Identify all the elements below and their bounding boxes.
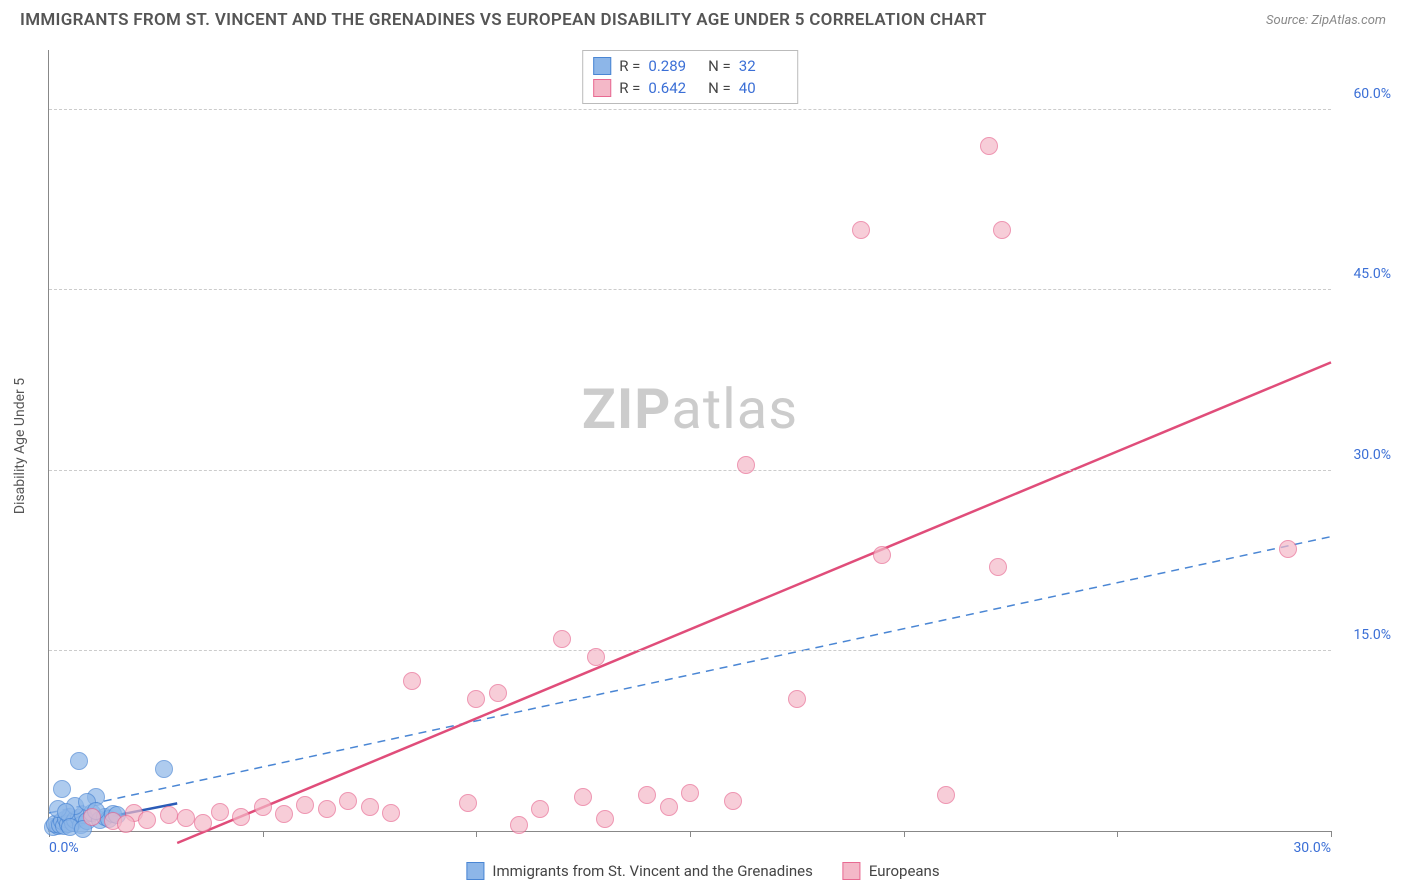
chart-source: Source: ZipAtlas.com — [1266, 13, 1386, 28]
stat-label: R = — [619, 57, 640, 75]
data-point — [339, 792, 357, 810]
data-point — [1279, 540, 1297, 558]
data-point — [138, 811, 156, 829]
data-point — [596, 810, 614, 828]
data-point — [296, 796, 314, 814]
chart-title: IMMIGRANTS FROM ST. VINCENT AND THE GREN… — [20, 10, 987, 30]
data-point — [403, 672, 421, 690]
data-point — [989, 558, 1007, 576]
data-point — [510, 816, 528, 834]
chart-header: IMMIGRANTS FROM ST. VINCENT AND THE GREN… — [0, 0, 1406, 35]
legend-item: Europeans — [843, 862, 940, 880]
x-tick — [263, 831, 264, 837]
data-point — [993, 221, 1011, 239]
data-point — [160, 806, 178, 824]
stat-n-value: 32 — [739, 57, 787, 75]
y-tick-label: 30.0% — [1353, 447, 1391, 463]
data-point — [737, 456, 755, 474]
data-point — [177, 809, 195, 827]
stat-label: R = — [619, 79, 640, 97]
data-point — [467, 690, 485, 708]
chart-container: ZIPatlas R =0.289 N =32R =0.642 N =40 15… — [48, 50, 1331, 832]
stat-r-value: 0.642 — [648, 79, 696, 97]
data-point — [254, 798, 272, 816]
stat-n-value: 40 — [739, 79, 787, 97]
legend-label: Immigrants from St. Vincent and the Gren… — [492, 862, 812, 880]
stat-r-value: 0.289 — [648, 57, 696, 75]
data-point — [638, 786, 656, 804]
data-point — [788, 690, 806, 708]
data-point — [531, 800, 549, 818]
legend-swatch — [593, 57, 611, 75]
gridline — [49, 470, 1331, 471]
data-point — [318, 800, 336, 818]
stats-legend: R = 0.289 N = 32 R = 0.642 N = 40 — [582, 50, 798, 104]
data-point — [117, 815, 135, 833]
gridline — [49, 289, 1331, 290]
data-point — [873, 546, 891, 564]
data-point — [275, 805, 293, 823]
data-point — [724, 792, 742, 810]
legend-swatch — [466, 862, 484, 880]
x-tick — [476, 831, 477, 837]
data-point — [489, 684, 507, 702]
plot-area: ZIPatlas R =0.289 N =32R =0.642 N =40 15… — [48, 50, 1331, 832]
data-point — [382, 804, 400, 822]
data-point — [70, 752, 88, 770]
data-point — [83, 808, 101, 826]
data-point — [194, 814, 212, 832]
data-point — [681, 784, 699, 802]
trend-lines — [49, 50, 1331, 831]
data-point — [587, 648, 605, 666]
legend-swatch — [843, 862, 861, 880]
data-point — [211, 803, 229, 821]
x-tick — [1331, 831, 1332, 837]
x-tick — [690, 831, 691, 837]
bottom-legend: Immigrants from St. Vincent and the Gren… — [466, 862, 939, 880]
x-tick — [1117, 831, 1118, 837]
legend-label: Europeans — [869, 862, 940, 880]
watermark: ZIPatlas — [582, 376, 798, 442]
data-point — [660, 798, 678, 816]
legend-swatch — [593, 79, 611, 97]
legend-item: Immigrants from St. Vincent and the Gren… — [466, 862, 812, 880]
data-point — [852, 221, 870, 239]
x-tick-label: 30.0% — [1293, 840, 1331, 856]
data-point — [361, 798, 379, 816]
x-tick — [904, 831, 905, 837]
data-point — [937, 786, 955, 804]
data-point — [155, 760, 173, 778]
data-point — [980, 137, 998, 155]
stats-legend-row: R = 0.642 N = 40 — [593, 77, 787, 99]
y-axis-title: Disability Age Under 5 — [12, 378, 28, 514]
gridline — [49, 650, 1331, 651]
stats-legend-row: R = 0.289 N = 32 — [593, 55, 787, 77]
x-tick-label: 0.0% — [49, 840, 79, 856]
gridline — [49, 109, 1331, 110]
data-point — [553, 630, 571, 648]
data-point — [232, 808, 250, 826]
y-tick-label: 60.0% — [1353, 86, 1391, 102]
stat-label: N = — [704, 57, 730, 75]
y-tick-label: 45.0% — [1353, 266, 1391, 282]
data-point — [459, 794, 477, 812]
stat-label: N = — [704, 79, 730, 97]
data-point — [574, 788, 592, 806]
y-tick-label: 15.0% — [1353, 627, 1391, 643]
data-point — [53, 780, 71, 798]
